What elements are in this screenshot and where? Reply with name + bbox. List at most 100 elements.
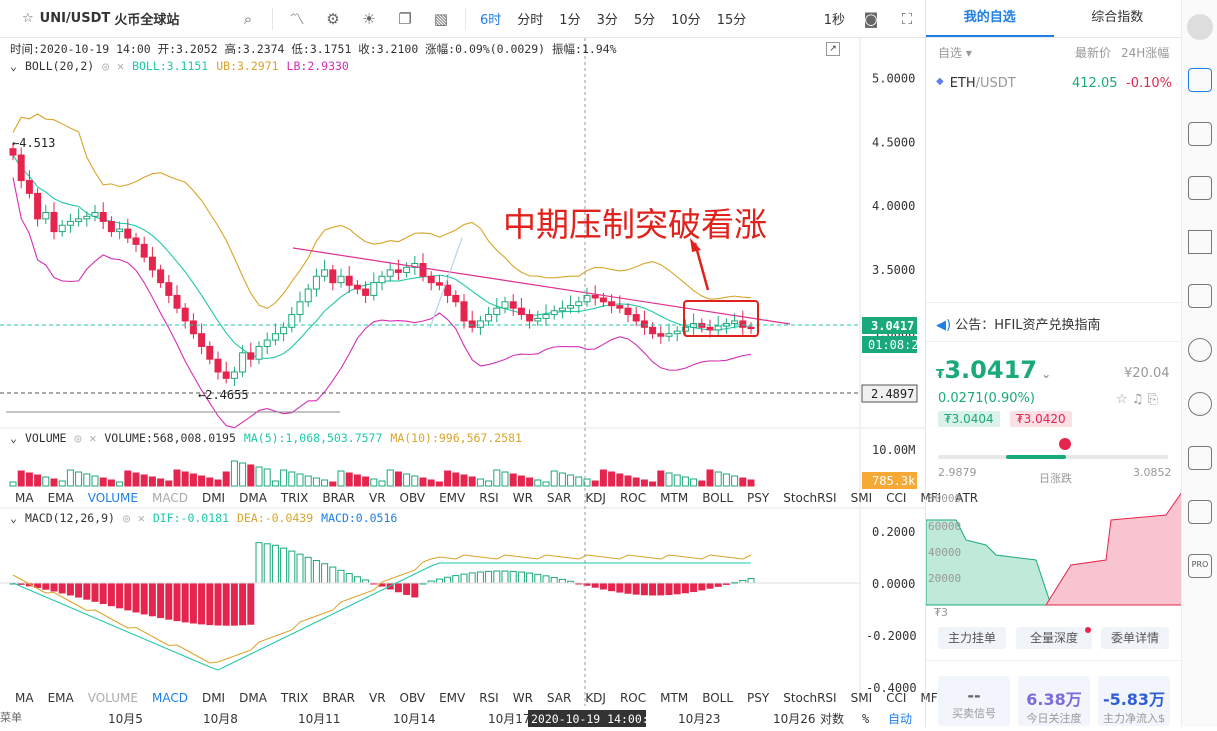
indicator-smi[interactable]: SMI (850, 491, 873, 505)
w-icon[interactable] (1188, 500, 1212, 524)
indicator-roc[interactable]: ROC (619, 691, 647, 705)
expand-icon[interactable]: ↗ (826, 42, 840, 56)
bar-chart-icon[interactable] (1188, 230, 1212, 254)
indicator-ema[interactable]: EMA (47, 491, 74, 505)
indicator-emv[interactable]: EMV (439, 691, 466, 705)
b-icon[interactable] (1188, 446, 1212, 470)
tab-composite-index[interactable]: 综合指数 (1091, 10, 1144, 25)
indicator-wr[interactable]: WR (512, 691, 533, 705)
indicator-brar[interactable]: BRAR (322, 691, 355, 705)
interval-5m[interactable]: 5分 (633, 13, 656, 28)
indicator-kdj[interactable]: KDJ (585, 691, 606, 705)
interval-timeshare[interactable]: 分时 (517, 13, 544, 28)
indicator-stochrsi[interactable]: StochRSI (783, 491, 837, 505)
indicator-mtm[interactable]: MTM (660, 491, 689, 505)
indicator-smi[interactable]: SMI (850, 691, 873, 705)
close-icon[interactable]: ✕ (89, 431, 97, 445)
watch-row-eth[interactable]: ◆ ETH/USDT 412.05 -0.10% (936, 76, 1176, 91)
order-detail-button[interactable]: 委单详情 (1101, 627, 1169, 649)
bell-icon[interactable]: ♫ (1131, 392, 1144, 407)
full-depth-button[interactable]: 全量深度 (1016, 627, 1092, 649)
indicator-obv[interactable]: OBV (399, 491, 426, 505)
tab-my-watchlist[interactable]: 我的自选 (926, 0, 1054, 37)
indicator-macd[interactable]: MACD (151, 691, 188, 705)
indicator-dmi[interactable]: DMI (201, 691, 226, 705)
indicator-vr[interactable]: VR (368, 691, 386, 705)
indicator-atr[interactable]: ATR (955, 491, 979, 505)
close-icon[interactable]: ✕ (117, 59, 125, 73)
indicator-dmi[interactable]: DMI (201, 491, 226, 505)
indicator-ma[interactable]: MA (15, 491, 34, 505)
symbol-area[interactable]: ☆ UNI/USDT 火币全球站 (0, 9, 230, 28)
chart-image-icon[interactable]: ▧ (433, 9, 449, 28)
indicator-trix[interactable]: TRIX (280, 691, 309, 705)
indicator-volume[interactable]: VOLUME (87, 491, 138, 505)
add-icon[interactable] (1188, 284, 1212, 308)
main-orders-button[interactable]: 主力挂单 (938, 627, 1006, 649)
indicator-stochrsi[interactable]: StochRSI (783, 691, 837, 705)
pro-icon[interactable]: PRO (1188, 554, 1212, 578)
indicator-cci[interactable]: CCI (886, 691, 907, 705)
clock-icon[interactable] (1188, 338, 1212, 362)
notice-bar[interactable]: ◀) 公告：HFIL资产兑换指南 (926, 302, 1182, 342)
indicator-dma[interactable]: DMA (239, 691, 267, 705)
indicator-ma[interactable]: MA (15, 691, 34, 705)
star-icon[interactable]: ☆ (1116, 392, 1128, 407)
indicator-mtm[interactable]: MTM (660, 691, 689, 705)
news-icon[interactable] (1188, 122, 1212, 146)
report-icon[interactable] (1188, 176, 1212, 200)
compass-icon[interactable] (1188, 392, 1212, 416)
indicator-ema[interactable]: EMA (47, 691, 74, 705)
watchlist-filter[interactable]: 自选 ▾ (938, 46, 972, 60)
star-icon[interactable]: ☆ (22, 11, 34, 26)
boll-chevron-icon[interactable]: ⌄ (10, 59, 17, 73)
stat-signal[interactable]: -- 买卖信号 (938, 676, 1010, 726)
indicator-obv[interactable]: OBV (399, 691, 426, 705)
indicator-rsi[interactable]: RSI (479, 691, 499, 705)
interval-1m[interactable]: 1分 (559, 13, 581, 28)
indicator-brar[interactable]: BRAR (322, 491, 355, 505)
eye-icon[interactable]: ◎ (74, 431, 82, 445)
copy-icon[interactable]: ❐ (398, 9, 412, 28)
indicator-rsi[interactable]: RSI (479, 491, 499, 505)
close-icon[interactable]: ✕ (137, 511, 145, 525)
stat-inflow[interactable]: -5.83万 主力净流入$ (1098, 676, 1170, 726)
indicator-sar[interactable]: SAR (546, 691, 572, 705)
indicator-kdj[interactable]: KDJ (585, 491, 606, 505)
interval-10m[interactable]: 10分 (671, 13, 701, 28)
share-icon[interactable]: ⎘ (1147, 392, 1158, 407)
gear-icon[interactable]: ⚙ (326, 9, 340, 28)
eye-icon[interactable]: ◎ (102, 59, 110, 73)
indicator-cci[interactable]: CCI (886, 491, 907, 505)
indicator-wr[interactable]: WR (512, 491, 533, 505)
camera-icon[interactable]: ◙ (863, 9, 879, 28)
indicator-roc[interactable]: ROC (619, 491, 647, 505)
fullscreen-icon[interactable]: ⛶ (901, 9, 913, 28)
indicator-emv[interactable]: EMV (439, 491, 466, 505)
indicator-boll[interactable]: BOLL (702, 691, 734, 705)
refresh-rate[interactable]: 1秒 (823, 13, 845, 28)
search-icon[interactable]: ⌕ (243, 9, 253, 28)
indicator-trix[interactable]: TRIX (280, 491, 309, 505)
avatar[interactable] (1187, 14, 1213, 40)
volume-chevron-icon[interactable]: ⌄ (10, 431, 17, 445)
stat-attention[interactable]: 6.38万 今日关注度 (1018, 676, 1090, 726)
theme-sun-icon[interactable]: ☀ (362, 9, 376, 28)
indicator-psy[interactable]: PSY (747, 691, 770, 705)
indicator-macd[interactable]: MACD (151, 491, 188, 505)
indicator-volume[interactable]: VOLUME (87, 691, 138, 705)
depth-chart[interactable]: 80000 60000 40000 20000 (926, 490, 1182, 610)
indicator-psy[interactable]: PSY (747, 491, 770, 505)
interval-6h[interactable]: 6时 (480, 13, 502, 28)
eye-icon[interactable]: ◎ (122, 511, 130, 525)
indicator-sar[interactable]: SAR (546, 491, 572, 505)
macd-chevron-icon[interactable]: ⌄ (10, 511, 17, 525)
interval-3m[interactable]: 3分 (596, 13, 618, 28)
indicator-dma[interactable]: DMA (239, 491, 267, 505)
indicator-vr[interactable]: VR (368, 491, 386, 505)
indicator-icon[interactable]: 〽 (289, 10, 305, 28)
watch-actions[interactable]: ☆ ♫ ⎘ (1116, 392, 1158, 407)
watchlist-icon[interactable] (1188, 68, 1212, 92)
